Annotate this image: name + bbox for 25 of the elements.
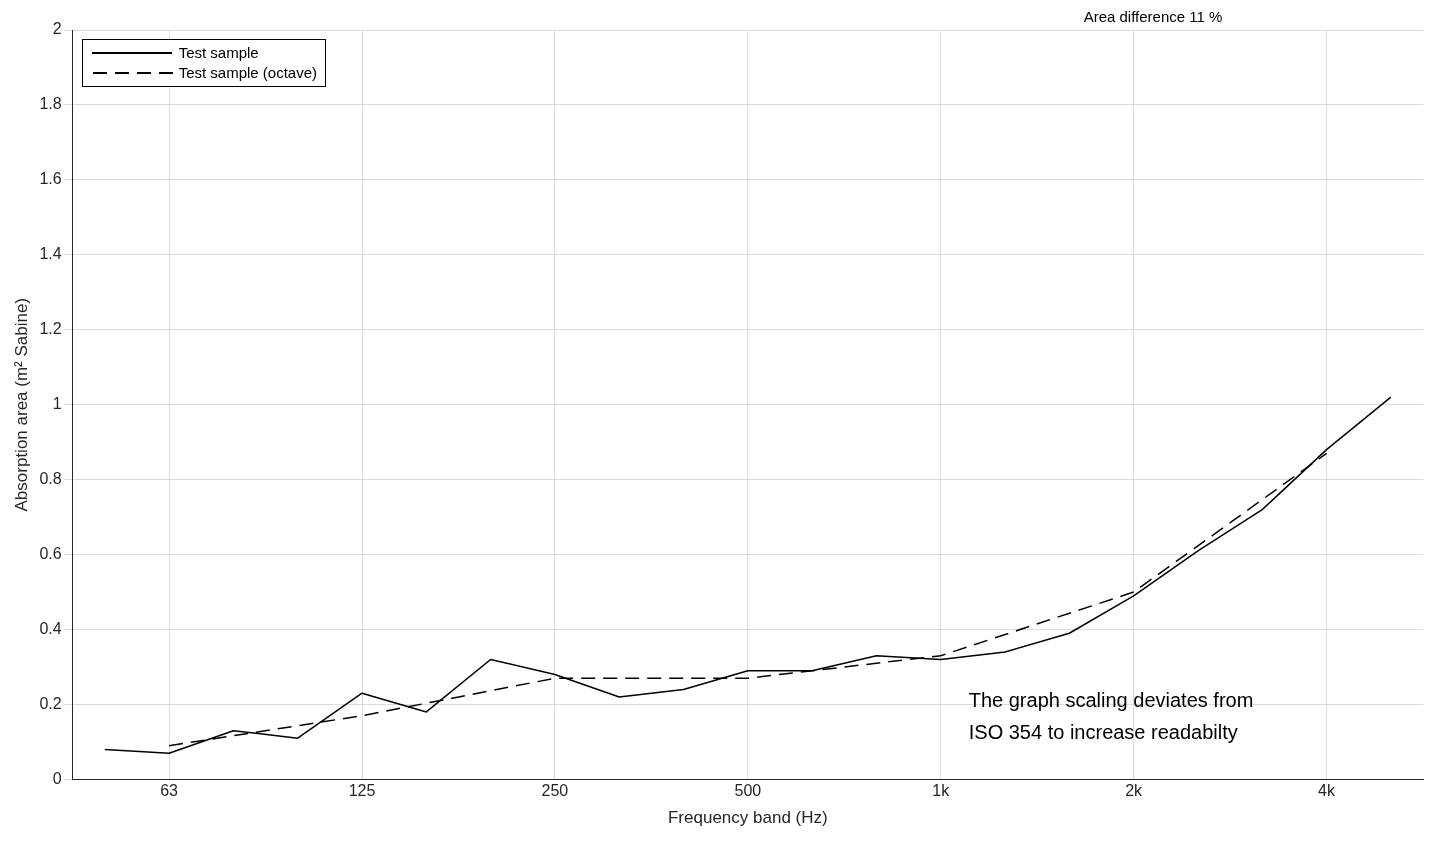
x-tick-label: 4k	[1318, 782, 1336, 800]
y-tick-label: 2	[52, 20, 62, 38]
y-tick-label: 0.8	[39, 470, 62, 488]
y-tick-label: 1.4	[39, 245, 62, 263]
y-tick-label: 1.8	[39, 95, 62, 113]
line-series	[168, 452, 1328, 747]
x-tick-label: 2k	[1125, 782, 1144, 800]
x-tick-label: 63	[160, 782, 179, 800]
x-tick-label: 125	[348, 782, 376, 800]
y-axis-title: Absorption area (m² Sabine)	[11, 297, 31, 512]
annotation: The graph scaling deviates from ISO 354 to increase readabilty	[968, 688, 1254, 743]
y-tick-label: 0	[52, 769, 62, 787]
y-tick-label: 0.6	[39, 544, 62, 562]
text: Test sample	[178, 43, 259, 63]
y-tick-label: 1	[52, 395, 62, 413]
y-tick-label: 1.2	[39, 320, 62, 338]
y-tick-label: 0.2	[39, 694, 62, 712]
x-axis-title: Frequency band (Hz)	[667, 808, 828, 828]
y-tick-label: 1.6	[39, 170, 62, 188]
x-tick-label: 500	[734, 782, 762, 800]
text: Area difference 11 %	[1083, 7, 1223, 25]
y-tick-label: 0.4	[39, 619, 62, 637]
x-tick-label: 1k	[932, 782, 951, 800]
legend-label: Test sample (octave)	[178, 63, 318, 83]
x-tick-label: 250	[541, 782, 569, 800]
